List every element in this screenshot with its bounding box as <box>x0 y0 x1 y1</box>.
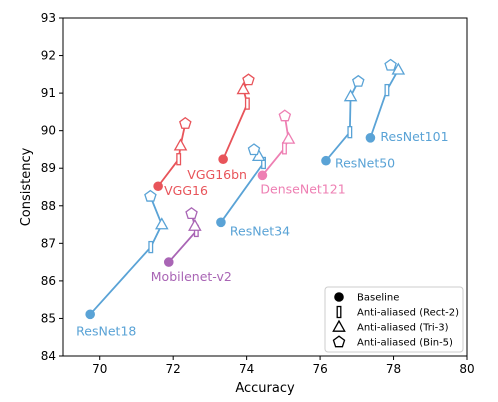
rect2-marker <box>282 142 287 155</box>
y-tick-label: 91 <box>41 86 56 100</box>
y-tick-label: 89 <box>41 161 56 175</box>
y-tick-label: 90 <box>41 124 56 138</box>
series-vgg16bn: VGG16bn <box>187 73 255 182</box>
bin5-marker <box>144 189 157 202</box>
bin5-marker <box>278 109 292 122</box>
series-resnet101: ResNet101 <box>365 58 449 144</box>
series-mobilenet-v2: Mobilenet-v2 <box>151 207 232 284</box>
rect2-marker <box>148 240 154 254</box>
y-tick-label: 86 <box>41 274 56 288</box>
series-line <box>369 64 400 139</box>
y-tick-label: 88 <box>41 199 56 213</box>
baseline-marker <box>257 170 268 181</box>
bin5-marker <box>352 74 365 87</box>
legend-label: Baseline <box>357 293 399 304</box>
x-tick-label: 78 <box>386 362 401 376</box>
bin5-marker <box>242 73 255 86</box>
legend-pentagon-marker <box>332 335 346 348</box>
tri3-marker <box>343 89 358 102</box>
y-tick-label: 87 <box>41 236 56 250</box>
x-tick-label: 72 <box>166 362 181 376</box>
legend-label: Anti-aliased (Bin-5) <box>357 338 453 349</box>
rect2-marker <box>176 153 182 166</box>
series-label: ResNet101 <box>380 129 448 144</box>
series-label: ResNet50 <box>335 156 395 171</box>
x-axis-label: Accuracy <box>235 381 295 396</box>
legend-circle-marker <box>334 292 344 302</box>
series-line <box>157 123 187 187</box>
baseline-marker <box>85 309 95 320</box>
x-tick-label: 74 <box>239 362 254 376</box>
bin5-marker <box>384 58 397 71</box>
tri3-marker <box>188 218 202 231</box>
bin5-marker <box>247 143 261 156</box>
y-tick-label: 92 <box>41 49 56 63</box>
series-label: ResNet34 <box>230 223 290 238</box>
plot-area: 70 72 74 76 78 80 84 85 86 87 88 89 90 91 92 93 VGG16VGG… <box>41 11 475 376</box>
series-line <box>89 196 163 315</box>
series-resnet50: ResNet50 <box>321 74 395 171</box>
legend: Baseline Anti-aliased (Rect-2) Anti-aliase… <box>324 286 464 353</box>
series-densenet121: DenseNet121 <box>257 109 346 196</box>
legend-rect-marker <box>336 305 342 319</box>
legend-label: Anti-aliased (Tri-3) <box>357 323 449 334</box>
bin5-marker <box>185 207 198 220</box>
series-label: Mobilenet-v2 <box>151 269 232 284</box>
bin5-marker <box>179 116 192 129</box>
x-tick-label: 76 <box>312 362 327 376</box>
baseline-marker <box>218 154 228 165</box>
tri3-marker <box>236 82 251 95</box>
legend-label: Anti-aliased (Rect-2) <box>357 308 459 319</box>
y-tick-label: 84 <box>41 349 56 363</box>
y-tick-label: 93 <box>41 11 56 25</box>
series-line <box>325 81 360 162</box>
rect2-marker <box>384 83 390 97</box>
series-resnet34: ResNet34 <box>216 143 290 238</box>
baseline-marker <box>365 133 376 143</box>
rect2-marker <box>244 97 250 110</box>
plot-frame <box>62 17 468 357</box>
y-axis-label: Consistency <box>19 147 34 226</box>
legend-box <box>324 286 464 353</box>
series-vgg16: VGG16 <box>153 116 208 198</box>
baseline-marker <box>216 217 226 228</box>
baseline-marker <box>321 155 331 166</box>
x-tick-label: 80 <box>459 362 474 376</box>
series-label: VGG16 <box>164 183 208 198</box>
y-tick-label: 85 <box>41 311 56 325</box>
legend-triangle-marker <box>332 319 346 332</box>
tri3-marker <box>251 148 266 162</box>
x-tick-label: 70 <box>92 362 107 376</box>
series-label: DenseNet121 <box>260 181 345 196</box>
series-resnet18: ResNet18 <box>76 189 169 338</box>
baseline-marker <box>153 181 163 192</box>
series-label: VGG16bn <box>187 167 247 182</box>
tri3-marker <box>281 131 296 144</box>
rect2-marker <box>347 126 353 139</box>
series-line <box>168 213 198 263</box>
series-label: ResNet18 <box>76 323 136 338</box>
tri3-marker <box>391 62 406 75</box>
tri3-marker <box>154 217 169 230</box>
tri3-marker <box>173 138 188 151</box>
baseline-marker <box>163 257 174 267</box>
